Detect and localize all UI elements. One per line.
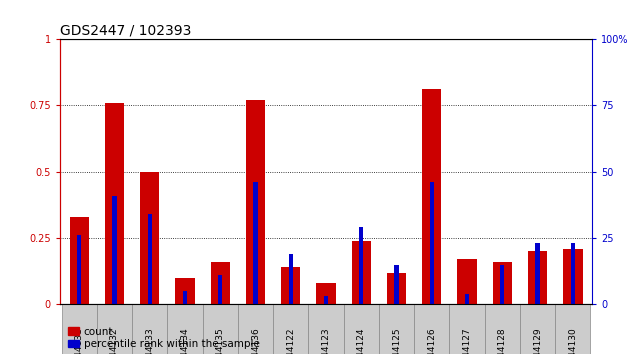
FancyBboxPatch shape bbox=[449, 304, 484, 354]
FancyBboxPatch shape bbox=[520, 304, 555, 354]
FancyBboxPatch shape bbox=[62, 304, 97, 354]
Bar bbox=[140, 172, 159, 304]
Bar bbox=[465, 294, 469, 304]
Bar bbox=[210, 262, 230, 304]
Bar bbox=[316, 283, 336, 304]
Bar bbox=[536, 244, 540, 304]
Text: GSM144135: GSM144135 bbox=[215, 327, 225, 354]
Bar bbox=[394, 265, 399, 304]
FancyBboxPatch shape bbox=[414, 304, 449, 354]
FancyBboxPatch shape bbox=[203, 304, 238, 354]
Bar bbox=[571, 244, 575, 304]
Bar bbox=[324, 297, 328, 304]
FancyBboxPatch shape bbox=[238, 304, 273, 354]
Bar bbox=[175, 278, 195, 304]
FancyBboxPatch shape bbox=[379, 304, 414, 354]
Text: GSM144124: GSM144124 bbox=[357, 328, 366, 354]
Text: GSM144127: GSM144127 bbox=[462, 327, 471, 354]
Bar bbox=[457, 259, 477, 304]
Text: GSM144130: GSM144130 bbox=[568, 327, 577, 354]
Legend: count, percentile rank within the sample: count, percentile rank within the sample bbox=[68, 327, 260, 349]
Bar bbox=[105, 103, 124, 304]
Text: GSM144129: GSM144129 bbox=[533, 327, 542, 354]
Text: GSM144133: GSM144133 bbox=[146, 327, 154, 354]
Text: GSM144136: GSM144136 bbox=[251, 327, 260, 354]
Bar bbox=[563, 249, 583, 304]
Bar bbox=[147, 214, 152, 304]
Bar bbox=[422, 89, 442, 304]
Bar bbox=[253, 182, 258, 304]
Bar bbox=[430, 182, 434, 304]
FancyBboxPatch shape bbox=[309, 304, 343, 354]
Bar bbox=[500, 265, 505, 304]
Bar bbox=[528, 251, 547, 304]
FancyBboxPatch shape bbox=[97, 304, 132, 354]
Text: GSM144132: GSM144132 bbox=[110, 327, 119, 354]
FancyBboxPatch shape bbox=[168, 304, 203, 354]
Bar bbox=[493, 262, 512, 304]
Text: GSM144128: GSM144128 bbox=[498, 327, 507, 354]
Text: GSM144126: GSM144126 bbox=[427, 327, 437, 354]
FancyBboxPatch shape bbox=[273, 304, 309, 354]
Bar bbox=[77, 235, 81, 304]
Bar bbox=[112, 195, 117, 304]
Bar bbox=[218, 275, 222, 304]
FancyBboxPatch shape bbox=[132, 304, 168, 354]
Bar bbox=[387, 273, 406, 304]
Text: GSM144122: GSM144122 bbox=[286, 328, 295, 354]
Text: GSM144134: GSM144134 bbox=[181, 327, 190, 354]
FancyBboxPatch shape bbox=[343, 304, 379, 354]
Text: GSM144125: GSM144125 bbox=[392, 327, 401, 354]
Bar bbox=[359, 228, 364, 304]
Text: GDS2447 / 102393: GDS2447 / 102393 bbox=[60, 24, 192, 38]
Bar bbox=[246, 100, 265, 304]
Bar bbox=[352, 241, 371, 304]
Bar bbox=[289, 254, 293, 304]
FancyBboxPatch shape bbox=[555, 304, 590, 354]
Text: GSM144131: GSM144131 bbox=[75, 327, 84, 354]
Bar bbox=[281, 267, 301, 304]
Bar bbox=[183, 291, 187, 304]
FancyBboxPatch shape bbox=[484, 304, 520, 354]
Bar bbox=[69, 217, 89, 304]
Text: GSM144123: GSM144123 bbox=[321, 327, 331, 354]
